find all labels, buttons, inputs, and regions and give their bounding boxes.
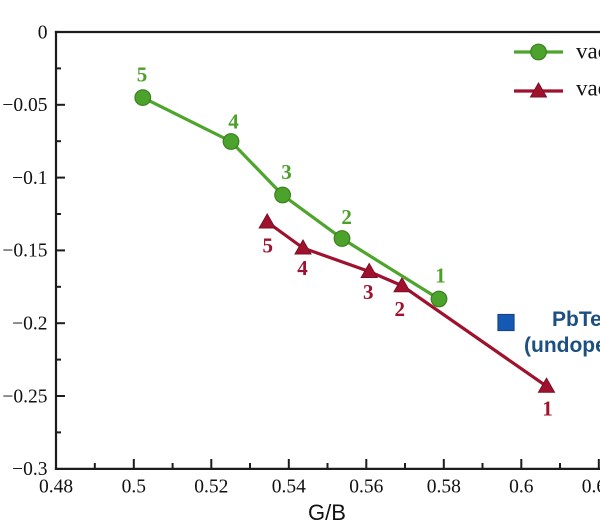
- svg-text:PbTe: PbTe: [552, 308, 600, 331]
- svg-text:−0.15: −0.15: [2, 241, 47, 262]
- svg-text:3: 3: [281, 160, 292, 184]
- svg-text:−0.05: −0.05: [2, 95, 47, 116]
- svg-text:3: 3: [363, 280, 374, 304]
- svg-text:−0.1: −0.1: [12, 168, 47, 189]
- svg-text:0.48: 0.48: [39, 477, 73, 498]
- svg-text:4: 4: [228, 110, 239, 134]
- svg-text:vacancies: vacancies: [576, 38, 600, 63]
- svg-text:0.54: 0.54: [272, 477, 306, 498]
- svg-text:0.58: 0.58: [427, 477, 461, 498]
- svg-text:1: 1: [435, 264, 446, 288]
- svg-text:−0.25: −0.25: [2, 386, 47, 407]
- svg-text:0.56: 0.56: [349, 477, 383, 498]
- svg-text:0.62: 0.62: [582, 477, 600, 498]
- svg-text:5: 5: [263, 234, 274, 258]
- svg-text:0.5: 0.5: [122, 477, 146, 498]
- svg-text:2: 2: [341, 205, 352, 229]
- svg-text:(undoped): (undoped): [524, 334, 600, 357]
- svg-text:0.52: 0.52: [194, 477, 228, 498]
- svg-text:2: 2: [394, 297, 405, 321]
- svg-text:G/B: G/B: [308, 500, 346, 525]
- svg-text:5: 5: [137, 62, 148, 86]
- svg-text:0.6: 0.6: [509, 477, 534, 498]
- svg-text:−0.3: −0.3: [12, 459, 47, 480]
- svg-text:0: 0: [38, 22, 48, 43]
- svg-text:vacancies: vacancies: [576, 76, 600, 101]
- svg-text:4: 4: [297, 256, 308, 280]
- svg-text:1: 1: [542, 397, 553, 421]
- svg-text:−0.2: −0.2: [12, 314, 47, 335]
